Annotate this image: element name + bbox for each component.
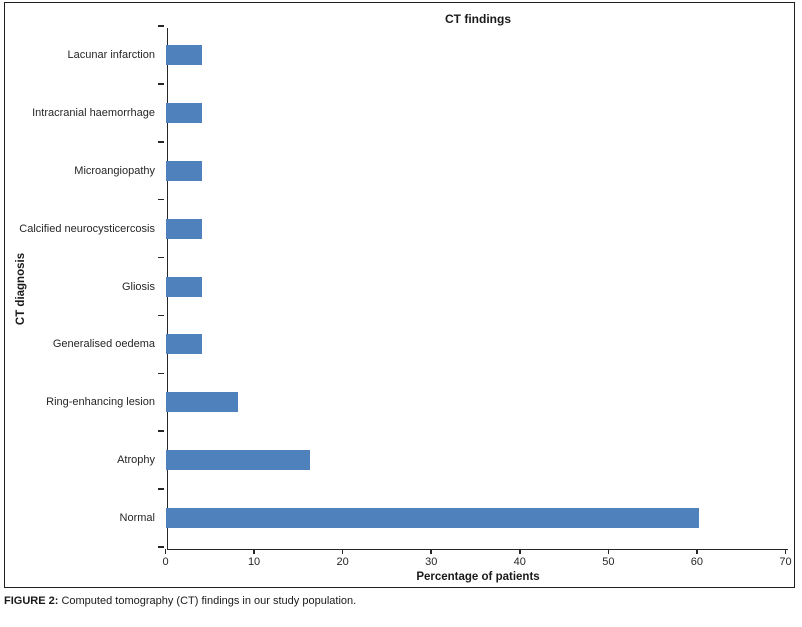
y-axis-tick <box>158 488 164 490</box>
x-axis-title: Percentage of patients <box>416 571 540 583</box>
category-label: Lacunar infarction <box>67 48 155 61</box>
figure-caption-label: FIGURE 2: <box>4 595 59 607</box>
category-label: Gliosis <box>121 280 155 293</box>
x-axis-tick <box>784 548 787 554</box>
y-axis-tick <box>158 83 164 85</box>
x-axis-tick-label: 60 <box>690 556 704 568</box>
x-axis-tick-label: 20 <box>336 556 349 568</box>
category-label: Normal <box>119 512 155 525</box>
chart-title: CT findings <box>445 12 511 26</box>
x-axis-tick-label: 10 <box>247 556 261 568</box>
bar <box>165 218 202 239</box>
bar <box>165 450 310 471</box>
category-label: Ring-enhancing lesion <box>46 396 155 409</box>
category-label: Intracranial haemorrhage <box>32 106 155 119</box>
figure-frame: CT findings Lacunar infarction Intracrani… <box>4 2 795 588</box>
y-axis-tick <box>158 314 164 317</box>
y-axis-tick <box>158 430 164 432</box>
y-axis-tick <box>158 256 164 259</box>
bar <box>165 334 202 355</box>
y-axis-tick <box>158 141 164 143</box>
y-axis-tick <box>158 546 164 548</box>
x-axis-tick-label: 40 <box>513 556 526 568</box>
category-label: Generalised oedema <box>52 338 155 351</box>
x-axis-tick <box>519 548 521 554</box>
y-axis-tick <box>158 198 164 201</box>
bar <box>165 508 699 529</box>
figure-caption-text: Computed tomography (CT) findings in our… <box>58 595 357 607</box>
bar <box>165 276 202 297</box>
x-axis-tick-label: 50 <box>602 556 615 568</box>
y-axis-tick <box>158 25 164 27</box>
plot-area <box>166 28 788 550</box>
x-axis-tick-label: 0 <box>162 556 169 568</box>
x-axis-tick <box>341 548 344 554</box>
x-axis-tick <box>696 548 698 554</box>
x-axis-tick <box>430 548 432 554</box>
category-label: Microangiopathy <box>74 164 155 177</box>
y-axis-title: CT diagnosis <box>15 252 27 326</box>
x-axis-tick-label: 70 <box>779 556 792 568</box>
x-axis-tick <box>253 548 255 554</box>
bar <box>165 160 202 181</box>
x-axis-tick-label: 30 <box>425 556 438 568</box>
figure-caption: FIGURE 2: Computed tomography (CT) findi… <box>4 595 356 607</box>
bar <box>165 102 202 123</box>
bar <box>165 392 239 413</box>
x-axis-tick <box>607 548 610 554</box>
y-axis-tick <box>158 372 164 375</box>
bar <box>165 44 202 65</box>
category-label: Atrophy <box>117 454 155 467</box>
category-label: Calcified neurocysticercosis <box>19 222 155 235</box>
x-axis-tick <box>164 548 167 554</box>
